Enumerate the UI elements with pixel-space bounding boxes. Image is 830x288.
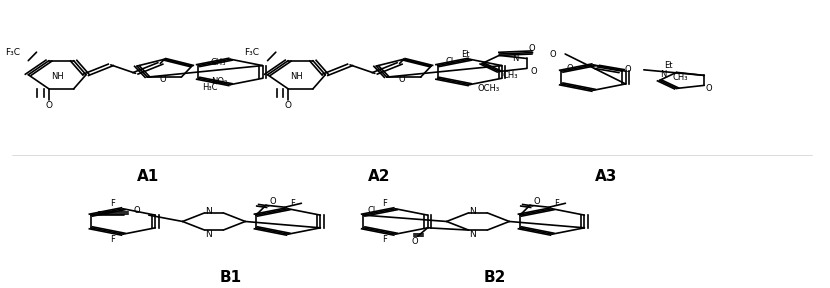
Text: A1: A1 (137, 169, 159, 184)
Text: F₃C: F₃C (244, 48, 259, 57)
Text: F: F (110, 235, 115, 244)
Text: Cl: Cl (446, 57, 454, 66)
Text: O: O (269, 196, 276, 206)
Text: O: O (398, 75, 405, 84)
Text: O: O (285, 101, 291, 110)
Text: O: O (531, 67, 538, 76)
Text: N: N (469, 230, 476, 239)
Text: N: N (205, 207, 212, 216)
Text: CH₃: CH₃ (211, 58, 226, 67)
Text: O: O (624, 65, 631, 74)
Text: O: O (533, 196, 540, 206)
Text: A2: A2 (368, 169, 390, 184)
Text: B1: B1 (219, 270, 242, 285)
Text: OCH₃: OCH₃ (478, 84, 500, 93)
Text: Et: Et (664, 61, 672, 70)
Text: O: O (549, 50, 556, 58)
Text: F₃C: F₃C (5, 48, 20, 57)
Text: O: O (46, 101, 52, 110)
Text: O: O (705, 84, 711, 93)
Text: F: F (554, 199, 559, 208)
Text: O: O (566, 64, 573, 73)
Text: N: N (205, 230, 212, 239)
Text: O: O (133, 206, 139, 215)
Text: NO₂: NO₂ (211, 77, 227, 86)
Text: O: O (412, 237, 418, 247)
Text: F: F (110, 199, 115, 208)
Text: CH₃: CH₃ (672, 73, 688, 82)
Text: NH: NH (51, 72, 64, 81)
Text: F: F (383, 199, 387, 208)
Text: A3: A3 (594, 169, 617, 184)
Text: F: F (290, 199, 295, 208)
Text: H₃C: H₃C (203, 83, 218, 92)
Text: O: O (159, 75, 166, 84)
Text: CH₃: CH₃ (503, 71, 518, 80)
Text: O: O (529, 44, 535, 53)
Text: B2: B2 (483, 270, 505, 285)
Text: N: N (661, 70, 666, 79)
Text: Cl: Cl (368, 206, 376, 215)
Text: F: F (383, 235, 387, 244)
Text: N: N (469, 207, 476, 216)
Text: NH: NH (290, 72, 303, 81)
Text: Et: Et (461, 50, 470, 60)
Text: N: N (512, 54, 519, 63)
